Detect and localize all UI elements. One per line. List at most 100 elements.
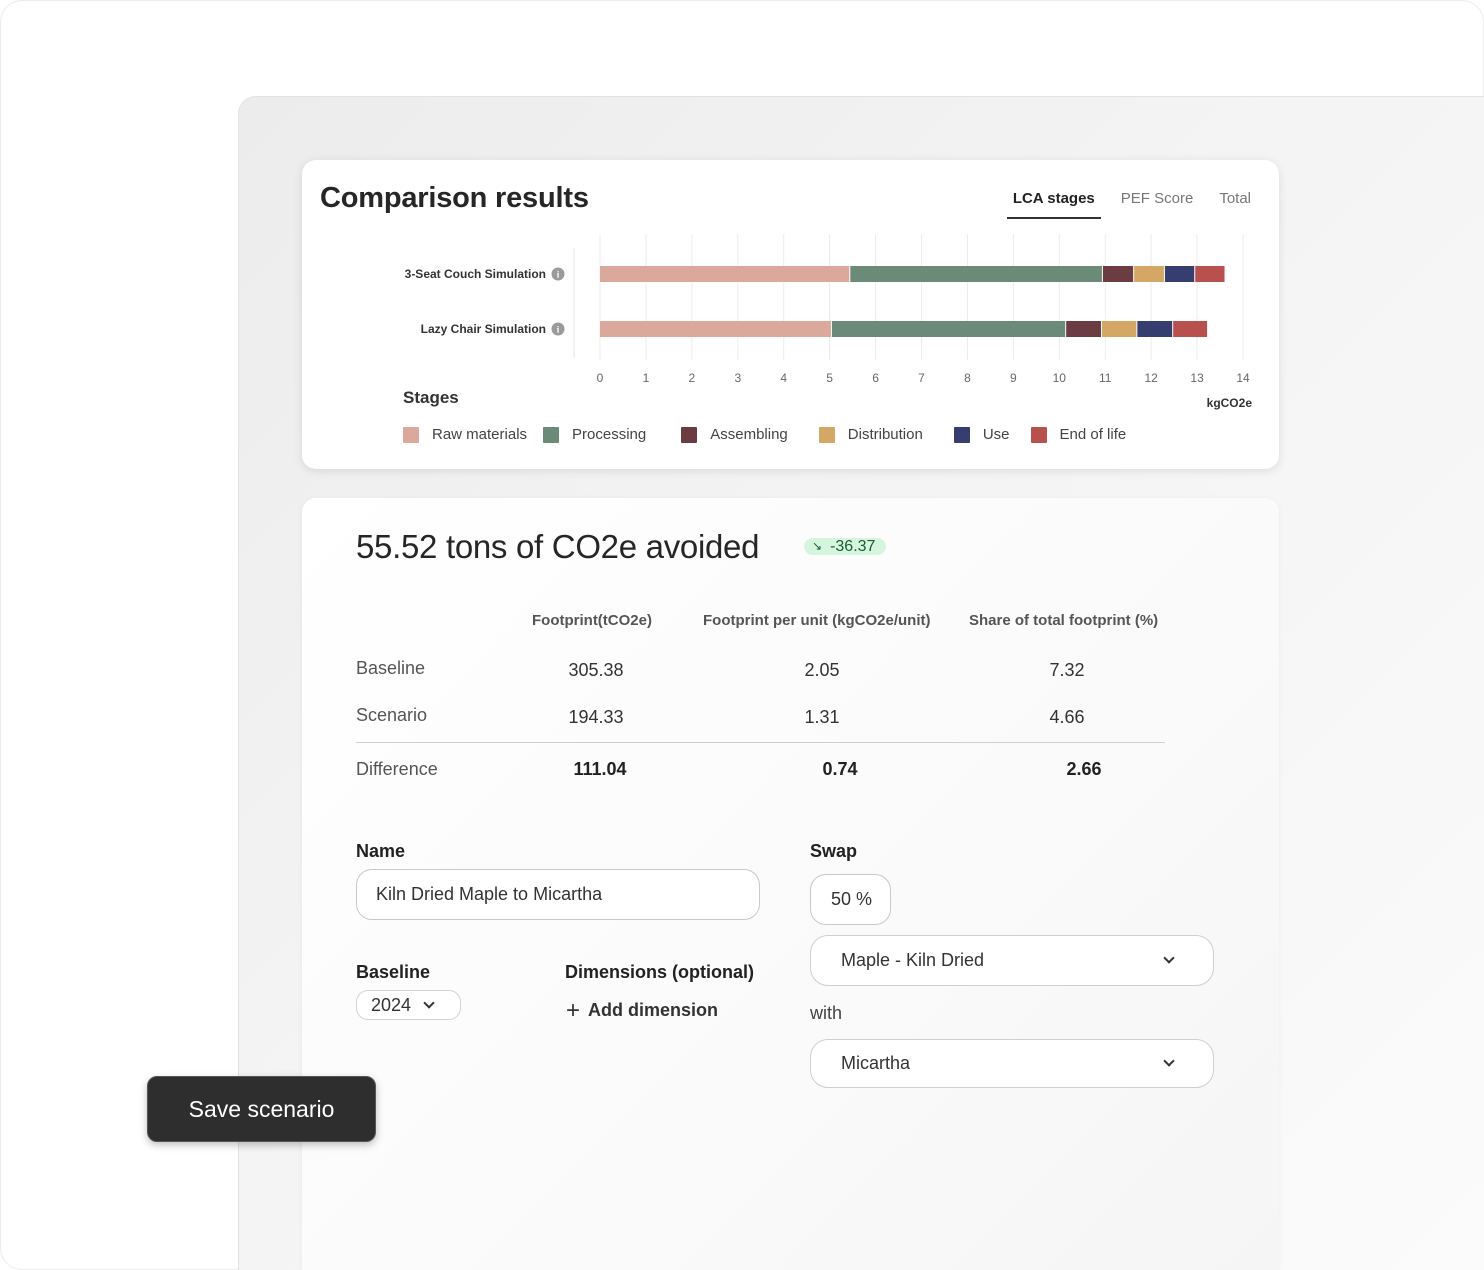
legend-item: Assembling [681,426,788,443]
legend-item: Use [953,426,1010,443]
save-scenario-button[interactable]: Save scenario [147,1076,376,1142]
x-tick-label: 11 [1099,371,1112,385]
x-tick-label: 13 [1190,371,1204,385]
scenario-footprint: 194.33 [568,707,624,727]
info-icon-glyph: i [557,270,560,280]
legend-swatch [403,426,419,443]
column-header-per-unit: Footprint per unit (kgCO2e/unit) [703,612,931,629]
row-label-scenario: Scenario [356,705,428,725]
chevron-down-icon [1163,951,1175,964]
bar-segment [600,321,831,337]
comparison-card: Comparison results LCA stages PEF Score … [302,160,1279,469]
baseline-year-value: 2024 [371,994,412,1015]
x-tick-label: 5 [826,371,833,385]
baseline-footprint: 305.38 [568,660,624,680]
baseline-share: 7.32 [1049,660,1085,680]
x-tick-label: 4 [780,371,787,385]
delta-value: -36.37 [830,538,876,555]
x-tick-label: 6 [872,371,879,385]
legend-swatch [681,426,698,443]
bar-segment [1173,321,1208,337]
scenario-name-input[interactable] [356,869,760,920]
legend-label: Raw materials [432,426,528,443]
x-tick-label: 1 [643,371,650,385]
bar-segment [600,266,850,282]
tab-pef-score[interactable]: PEF Score [1120,190,1194,207]
swap-from-select[interactable]: Maple - Kiln Dried [810,935,1214,986]
row-label-difference: Difference [356,759,438,779]
bar-segment [1066,321,1101,337]
swap-percent-value: 50 % [831,889,873,909]
legend-label: End of life [1059,426,1127,443]
bar-segment [850,266,1102,282]
table-divider [356,742,1165,743]
swap-percent-input[interactable]: 50 % [810,874,891,925]
legend-swatch [543,426,560,443]
row-label-baseline: Baseline [356,658,426,678]
chevron-down-icon [1163,1054,1175,1067]
scenario-per-unit: 1.31 [804,707,840,727]
info-icon [551,322,565,336]
avoided-headline: 55.52 tons of CO2e avoided [356,528,760,565]
x-tick-label: 9 [1010,371,1017,385]
plus-icon: + [566,996,581,1024]
legend-item: Raw materials [403,426,527,443]
difference-footprint: 111.04 [573,759,627,779]
x-tick-label: 2 [689,371,696,385]
difference-per-unit: 0.74 [822,759,858,779]
chart-legend: Raw materials Processing Assembling Distrib… [403,426,1126,443]
legend-label: Processing [572,426,647,443]
x-axis-unit: kgCO2e [1206,396,1252,410]
swap-to-select[interactable]: Micartha [810,1039,1214,1088]
delta-badge: ↘ -36.37 [804,538,887,555]
legend-label: Use [982,426,1010,443]
x-tick-label: 14 [1236,371,1250,385]
legend-item: Distribution [818,426,923,443]
legend-item: Processing [543,426,646,443]
legend-label: Assembling [710,426,788,443]
legend-item: End of life [1030,426,1127,443]
swap-label: Swap [810,841,858,861]
legend-swatch [1030,426,1047,443]
add-dimension-button[interactable]: + Add dimension [566,996,719,1024]
tab-total[interactable]: Total [1219,190,1251,207]
x-tick-label: 3 [734,371,741,385]
dimensions-label: Dimensions (optional) [565,962,754,982]
swap-from-value: Maple - Kiln Dried [841,950,985,970]
scenario-share: 4.66 [1049,707,1085,727]
bar-segment [1101,321,1137,337]
legend-title: Stages [403,388,459,407]
swap-to-value: Micartha [841,1053,911,1073]
column-header-footprint: Footprint(tCO2e) [532,612,652,629]
bar-segment [1164,266,1195,282]
bar-segment [1195,266,1225,282]
bar-segment [1134,266,1164,282]
arrow-down-right-icon: ↘ [812,539,823,553]
info-icon [551,267,565,281]
legend-swatch [818,426,835,443]
with-label: with [810,1003,843,1023]
comparison-tabs: LCA stages PEF Score Total [993,190,1257,219]
legend-swatch [953,426,970,443]
x-tick-label: 8 [964,371,971,385]
x-tick-label: 7 [918,371,925,385]
tab-lca-stages[interactable]: LCA stages [1006,190,1101,219]
info-icon-glyph: i [557,325,560,335]
x-tick-label: 0 [597,371,604,385]
column-header-share: Share of total footprint (%) [969,612,1159,629]
chevron-down-icon [423,996,435,1009]
bar-segment [1102,266,1134,282]
comparison-title: Comparison results [320,182,589,214]
category-label: Lazy Chair Simulation [421,322,546,336]
bar-segment [831,321,1066,337]
add-dimension-label: Add dimension [588,1000,719,1020]
legend-label: Distribution [847,426,923,443]
difference-share: 2.66 [1066,759,1102,779]
baseline-year-select[interactable]: 2024 [356,990,461,1020]
stacked-bar-chart: 0 1 2 3 4 5 6 7 8 9 10 11 12 13 143-Seat Couch Simulat… [405,234,1250,385]
bar-segment [1137,321,1173,337]
x-tick-label: 10 [1053,371,1067,385]
name-label: Name [356,841,406,861]
category-label: 3-Seat Couch Simulation [405,267,546,281]
baseline-per-unit: 2.05 [804,660,840,680]
